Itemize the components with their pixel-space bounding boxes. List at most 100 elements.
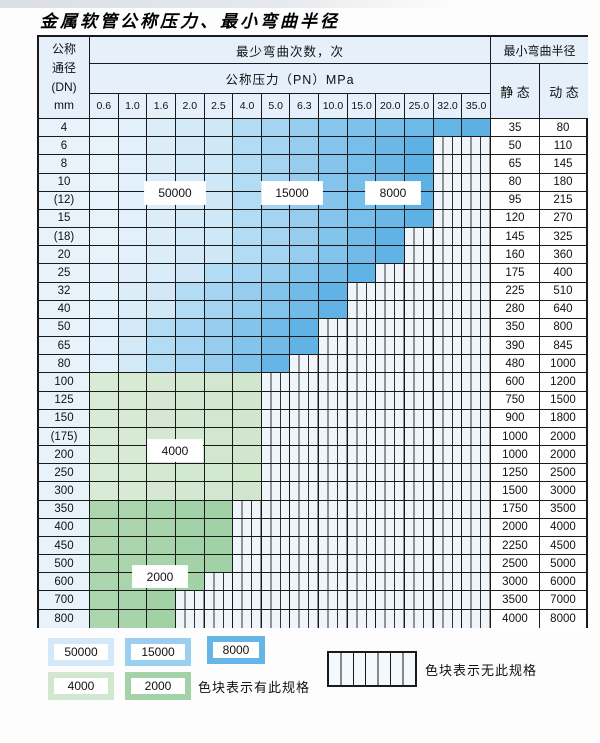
no-spec-hatch-cell	[319, 482, 348, 501]
legend-swatch-8000: 8000	[207, 636, 265, 664]
spec-cell-2000-cycles	[118, 500, 148, 519]
table-row-dn-350: 350 1750 3500	[39, 500, 586, 519]
static-radius-cell: 65	[490, 155, 540, 174]
table-row-dn-150: 150 900 1800	[39, 409, 586, 428]
spec-cell-50000-cycles	[175, 264, 205, 283]
no-spec-hatch-cell	[462, 500, 491, 519]
spec-cell-50000-cycles	[90, 155, 119, 174]
no-spec-hatch-cell	[462, 409, 491, 428]
spec-cell-2000-cycles	[204, 500, 234, 519]
no-spec-hatch-cell	[405, 391, 434, 410]
legend-swatch-50000: 50000	[48, 638, 114, 666]
pressure-tick: 20.0	[376, 94, 406, 119]
dynamic-radius-cell: 2500	[539, 464, 586, 483]
static-radius-cell: 160	[490, 246, 540, 265]
spec-cell-50000-cycles	[147, 246, 176, 265]
spec-cell-4000-cycles	[90, 427, 119, 447]
spec-cell-4000-cycles	[118, 446, 148, 465]
spec-cell-2000-cycles	[175, 536, 205, 556]
no-spec-hatch-cell	[347, 555, 377, 574]
no-spec-hatch-cell	[462, 373, 491, 392]
spec-cell-4000-cycles	[147, 373, 176, 392]
no-spec-hatch-cell	[462, 137, 491, 156]
spec-cell-8000-cycles	[290, 264, 320, 283]
header-dynamic: 动 态	[540, 64, 588, 119]
spec-cell-50000-cycles	[204, 155, 234, 174]
spec-cell-50000-cycles	[118, 155, 148, 174]
no-spec-hatch-cell	[261, 536, 291, 556]
header-bend-times: 最少弯曲次数，次	[90, 37, 491, 64]
spec-cell-4000-cycles	[233, 373, 262, 392]
spec-cell-2000-cycles	[90, 609, 119, 628]
no-spec-hatch-cell	[376, 500, 406, 519]
no-spec-hatch-cell	[261, 609, 291, 628]
dn-label-cell: 4	[39, 119, 90, 138]
dn-label-cell: 15	[39, 209, 90, 229]
dn-label-cell: 300	[39, 482, 90, 501]
spec-cell-50000-cycles	[147, 119, 176, 138]
no-spec-hatch-cell	[405, 609, 434, 628]
spec-cell-8000-cycles	[433, 119, 463, 138]
dynamic-radius-cell: 325	[539, 228, 586, 247]
no-spec-hatch-cell	[319, 427, 348, 447]
spec-cell-50000-cycles	[204, 137, 234, 156]
no-spec-hatch-cell	[347, 609, 377, 628]
no-spec-hatch-cell	[462, 518, 491, 537]
spec-cell-8000-cycles	[347, 137, 377, 156]
spec-cell-50000-cycles	[118, 209, 148, 229]
no-spec-hatch-cell	[405, 264, 434, 283]
spec-cell-8000-cycles	[376, 119, 406, 138]
no-spec-hatch-cell	[347, 337, 377, 356]
pressure-tick: 35.0	[462, 94, 491, 119]
no-spec-hatch-cell	[175, 591, 205, 610]
static-radius-cell: 120	[490, 209, 540, 229]
spec-cell-50000-cycles	[90, 246, 119, 265]
dn-label-cell: 65	[39, 337, 90, 356]
spec-cell-15000-cycles	[147, 355, 176, 374]
dynamic-radius-cell: 7000	[539, 591, 586, 610]
dynamic-radius-cell: 845	[539, 337, 586, 356]
no-spec-hatch-cell	[290, 591, 320, 610]
table-row-dn-800: 800 4000 8000	[39, 609, 586, 628]
no-spec-hatch-cell	[462, 482, 491, 501]
dn-label-cell: 8	[39, 155, 90, 174]
no-spec-hatch-cell	[290, 500, 320, 519]
dn-label-cell: 80	[39, 355, 90, 374]
no-spec-hatch-cell	[433, 555, 463, 574]
table-row-dn-125: 125 750 1500	[39, 391, 586, 410]
dynamic-radius-cell: 4000	[539, 518, 586, 537]
spec-cell-4000-cycles	[204, 464, 234, 483]
no-spec-hatch-cell	[347, 482, 377, 501]
spec-cell-50000-cycles	[147, 228, 176, 247]
dn-label-cell: 25	[39, 264, 90, 283]
spec-cell-4000-cycles	[175, 409, 205, 428]
dynamic-radius-cell: 510	[539, 282, 586, 301]
no-spec-hatch-cell	[347, 282, 377, 301]
no-spec-hatch-cell	[319, 591, 348, 610]
no-spec-hatch-cell	[319, 573, 348, 592]
spec-cell-50000-cycles	[147, 264, 176, 283]
spec-cell-15000-cycles	[233, 246, 262, 265]
no-spec-hatch-cell	[376, 536, 406, 556]
no-spec-hatch-cell	[462, 464, 491, 483]
dn-label-cell: (12)	[39, 191, 90, 210]
no-spec-hatch-cell	[261, 427, 291, 447]
spec-cell-15000-cycles	[261, 209, 291, 229]
spec-cell-50000-cycles	[204, 119, 234, 138]
spec-cell-15000-cycles	[233, 209, 262, 229]
pressure-tick: 15.0	[347, 94, 377, 119]
spec-cell-4000-cycles	[90, 482, 119, 501]
spec-cell-2000-cycles	[90, 555, 119, 574]
spec-cell-2000-cycles	[118, 591, 148, 610]
dn-label-cell: 350	[39, 500, 90, 519]
spec-cell-50000-cycles	[118, 191, 148, 210]
no-spec-hatch-cell	[261, 555, 291, 574]
static-radius-cell: 50	[490, 137, 540, 156]
no-spec-hatch-cell	[319, 464, 348, 483]
no-spec-hatch-cell	[462, 155, 491, 174]
spec-cell-50000-cycles	[90, 228, 119, 247]
spec-cell-15000-cycles	[233, 282, 262, 301]
page-title: 金属软管公称压力、最小弯曲半径	[40, 12, 340, 32]
dn-label-cell: 700	[39, 591, 90, 610]
spec-cell-15000-cycles	[233, 191, 262, 210]
